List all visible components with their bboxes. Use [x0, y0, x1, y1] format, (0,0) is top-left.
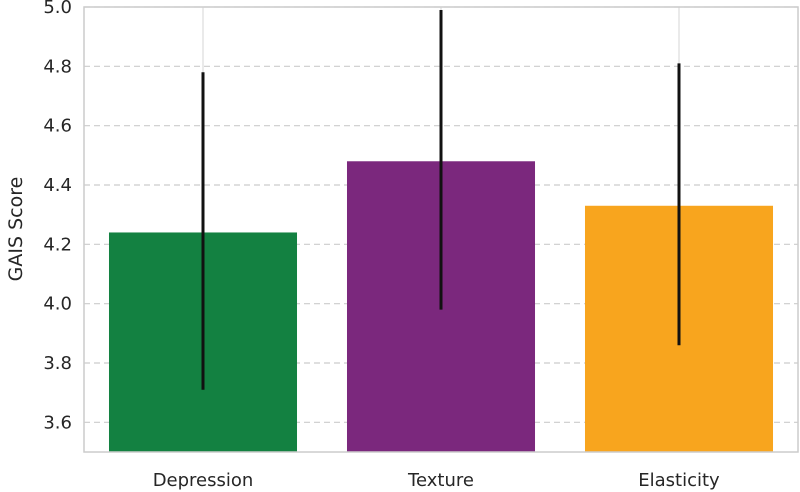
plot-border: [83, 6, 799, 453]
y-tick-label: 3.6: [43, 412, 72, 433]
plot-frame: [83, 6, 799, 453]
y-tick-label: 3.8: [43, 353, 72, 374]
y-tick-label: 4.8: [43, 56, 72, 77]
y-axis-title: GAIS Score: [5, 177, 27, 282]
y-tick-label: 5.0: [43, 0, 72, 18]
error-bar-layer: [201, 9, 681, 390]
y-tick-label: 4.0: [43, 294, 72, 315]
y-tick-label: 4.4: [43, 175, 72, 196]
y-tick-label: 4.2: [43, 234, 72, 255]
y-tick-labels: 3.6 3.8 4.0 4.2 4.4 4.6 4.8 5.0: [43, 0, 72, 433]
x-tick-label: Elasticity: [638, 470, 720, 491]
x-tick-label: Texture: [407, 470, 474, 491]
y-tick-label: 4.6: [43, 116, 72, 137]
x-tick-labels: Depression Texture Elasticity: [153, 470, 720, 491]
x-tick-label: Depression: [153, 470, 254, 491]
